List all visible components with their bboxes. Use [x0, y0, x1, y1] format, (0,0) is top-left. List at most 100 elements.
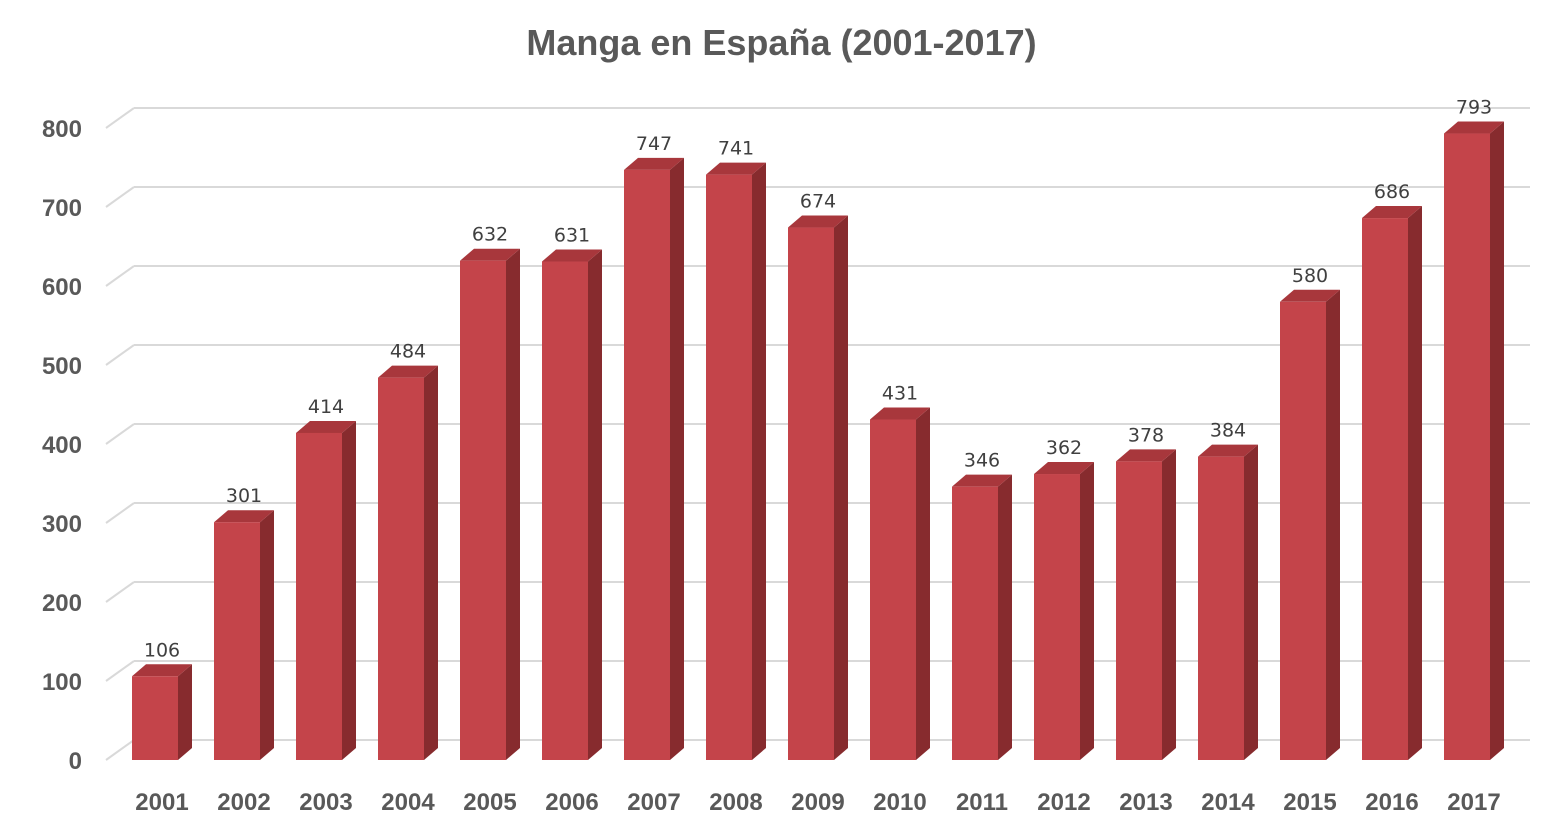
bar — [542, 249, 602, 760]
gridline-depth — [105, 423, 135, 445]
bar-side — [260, 510, 274, 760]
data-label: 378 — [1128, 424, 1164, 446]
x-tick-label: 2007 — [627, 789, 680, 816]
x-tick-label: 2001 — [135, 789, 188, 816]
data-label: 362 — [1046, 437, 1082, 459]
bar-front — [1116, 461, 1162, 760]
data-label: 484 — [390, 341, 426, 363]
x-tick-label: 2004 — [381, 789, 435, 816]
bar — [378, 365, 438, 760]
gridline-depth — [105, 344, 135, 366]
bar-front — [1444, 133, 1490, 760]
y-tick-label: 300 — [42, 511, 82, 538]
bar-top — [1034, 462, 1094, 475]
bar-front — [706, 174, 752, 761]
x-tick-label: 2010 — [873, 789, 926, 816]
bar-front — [378, 377, 424, 760]
bar-top — [706, 162, 766, 175]
bar-front — [460, 260, 506, 760]
bar — [460, 248, 520, 760]
bar-side — [588, 249, 602, 760]
bar-side — [998, 474, 1012, 760]
bar-top — [296, 420, 356, 433]
x-tick-label: 2002 — [217, 789, 270, 816]
bar-top — [460, 248, 520, 261]
gridline-depth — [105, 739, 135, 761]
bar-side — [1408, 206, 1422, 760]
data-label: 414 — [308, 396, 344, 418]
bar-side — [1490, 121, 1504, 760]
bar — [1444, 121, 1504, 760]
bar-side — [342, 420, 356, 760]
bar-front — [214, 522, 260, 760]
bar-front — [788, 227, 834, 761]
bar-side — [1244, 444, 1258, 760]
bar-top — [870, 407, 930, 420]
bar-top — [132, 664, 192, 677]
bar-front — [952, 486, 998, 760]
bar-front — [1280, 301, 1326, 760]
data-label: 686 — [1374, 181, 1410, 203]
gridline-depth — [105, 107, 135, 129]
data-label: 674 — [800, 191, 836, 213]
x-tick-label: 2016 — [1365, 789, 1418, 816]
gridline-depth — [105, 660, 135, 682]
bar-top — [1116, 449, 1176, 462]
data-label: 741 — [718, 138, 754, 160]
bar-side — [752, 162, 766, 761]
bar-side — [1162, 449, 1176, 760]
data-label: 346 — [964, 450, 1000, 472]
bar-top — [542, 249, 602, 262]
data-label: 580 — [1292, 265, 1328, 287]
bar-side — [916, 407, 930, 760]
bar-top — [624, 157, 684, 170]
bar-front — [870, 419, 916, 760]
x-tick-label: 2015 — [1283, 789, 1336, 816]
bar — [706, 162, 766, 761]
bar — [870, 407, 930, 760]
data-label: 747 — [636, 133, 672, 155]
x-tick-label: 2012 — [1037, 789, 1090, 816]
bar-front — [624, 169, 670, 760]
bar-side — [424, 365, 438, 760]
bar-top — [1444, 121, 1504, 134]
bar — [214, 510, 274, 760]
x-tick-label: 2008 — [709, 789, 762, 816]
bar — [1362, 206, 1422, 760]
bar-top — [1280, 289, 1340, 302]
y-axis: 0 100 200 300 400 500 600 700 800 — [42, 116, 82, 775]
data-label: 431 — [882, 383, 918, 405]
bar-front — [542, 261, 588, 760]
bar-top — [1362, 206, 1422, 219]
bar-side — [1080, 462, 1094, 760]
x-axis: 2001 2002 2003 2004 2005 2006 2007 2008 2009 2010… — [135, 789, 1500, 816]
bar-top — [952, 474, 1012, 487]
bar-top — [214, 510, 274, 523]
bar-side — [834, 215, 848, 761]
bar — [1280, 289, 1340, 760]
bar-front — [296, 432, 342, 760]
bar — [132, 664, 192, 760]
bar — [788, 215, 848, 761]
bar-side — [1326, 289, 1340, 760]
data-label: 632 — [472, 224, 508, 246]
bar — [1116, 449, 1176, 760]
x-tick-label: 2017 — [1447, 789, 1500, 816]
gridline-depth — [105, 186, 135, 208]
x-tick-label: 2013 — [1119, 789, 1172, 816]
y-tick-label: 800 — [42, 116, 82, 143]
bar-side — [506, 248, 520, 760]
bar-front — [1198, 456, 1244, 760]
chart-title: Manga en España (2001-2017) — [526, 22, 1037, 63]
bar — [952, 474, 1012, 760]
gridline-depth — [105, 265, 135, 287]
bar-side — [670, 157, 684, 760]
bar — [1198, 444, 1258, 760]
data-labels: 106 301 414 484 632 631 747 741 674 431 346 362 378 3… — [144, 97, 1492, 662]
data-label: 793 — [1456, 97, 1492, 119]
x-tick-label: 2005 — [463, 789, 516, 816]
x-tick-label: 2006 — [545, 789, 598, 816]
data-label: 631 — [554, 225, 590, 247]
